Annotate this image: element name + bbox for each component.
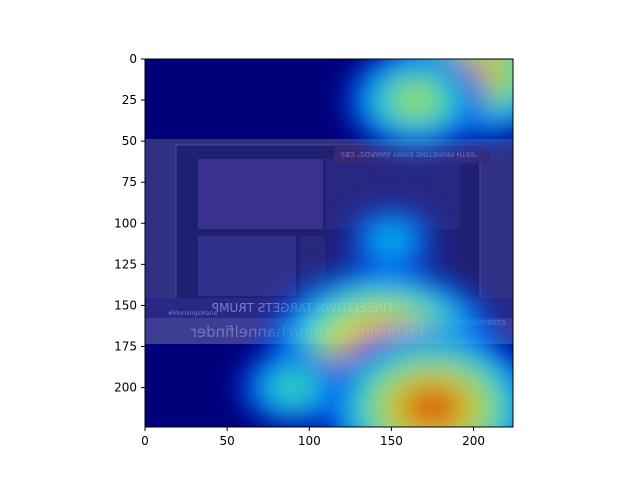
- heat-hotspot: [349, 208, 434, 271]
- x-tick-label: 200: [462, 434, 485, 448]
- y-tick-label: 200: [114, 381, 137, 395]
- heat-layer: [239, 59, 513, 427]
- x-tick-label: 100: [298, 434, 321, 448]
- axes-frame: [144, 58, 514, 428]
- y-tick-label: 150: [114, 298, 137, 312]
- y-tick-label: 175: [114, 340, 137, 354]
- y-tick-label: 125: [114, 257, 137, 271]
- x-axis: 0 50 100 150 200: [141, 427, 485, 448]
- heat-hotspot: [345, 59, 487, 153]
- hashtag-text: #MorningsMaria: [168, 310, 217, 317]
- y-tick-label: 50: [122, 134, 137, 148]
- heat-hotspot: [239, 348, 347, 427]
- heat-contour: [396, 85, 436, 115]
- x-tick-label: 0: [141, 434, 149, 448]
- heat-contour: [273, 373, 313, 402]
- plot-area: "69TH PRIMETIME EMMY AWARDS" CBS TINSELT…: [145, 59, 513, 427]
- banner-text: "69TH PRIMETIME EMMY AWARDS" CBS: [340, 150, 478, 158]
- y-tick-label: 100: [114, 216, 137, 230]
- heat-contour: [407, 388, 458, 426]
- heat-hotspot: [322, 326, 513, 427]
- tv-screen-overlay: "69TH PRIMETIME EMMY AWARDS" CBS TINSELT…: [145, 139, 513, 344]
- y-axis: 0 25 50 75 100 125 150 175 200: [114, 52, 145, 395]
- heat-contour: [366, 221, 417, 259]
- y-tick-label: 25: [122, 93, 137, 107]
- y-tick-label: 75: [122, 175, 137, 189]
- y-tick-label: 0: [129, 52, 137, 66]
- x-tick-label: 150: [380, 434, 403, 448]
- x-tick-label: 50: [220, 434, 235, 448]
